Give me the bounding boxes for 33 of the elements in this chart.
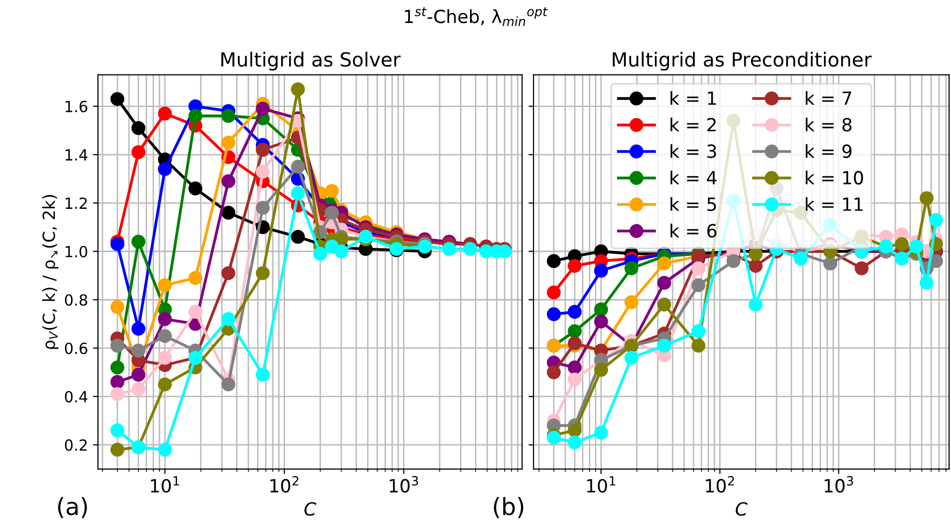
text: 1$^{st}$-Cheb, λ$_{min}$$^{opt}$	[404, 7, 548, 26]
chart-title: Multigrid as Solver	[221, 52, 401, 71]
y-tick-label: 0.8	[64, 294, 88, 306]
x-tick-label: 10$^{3}$	[390, 476, 418, 493]
legend-label: k = 1	[670, 91, 716, 105]
legend-label: k = 5	[670, 197, 716, 212]
legend-label: k = 4	[670, 170, 716, 184]
x-axis-title: C	[736, 502, 748, 516]
x-tick-label: 10$^{2}$	[706, 476, 734, 493]
y-tick-label: 1.2	[66, 197, 87, 209]
x-axis-title: C	[304, 502, 316, 516]
legend-label: k = 3	[670, 144, 716, 158]
x-tick-label: 10$^{3}$	[824, 476, 853, 493]
x-tick-label: 10$^{2}$	[270, 476, 298, 493]
legend-label: k = 2	[670, 118, 716, 132]
text: (a)	[58, 497, 87, 518]
legend-label: k = 7	[806, 91, 852, 105]
legend-label: k = 10	[806, 170, 864, 185]
x-tick-label: 10$^{1}$	[151, 476, 180, 493]
x-tick-label: 10$^{1}$	[587, 476, 616, 493]
y-tick-label: 1.0	[66, 246, 88, 258]
y-tick-label: 0.6	[64, 342, 88, 354]
y-tick-label: 1.6	[66, 100, 88, 112]
legend-label: k = 6	[670, 224, 716, 238]
text: (b)	[494, 497, 524, 518]
chart-title: Multigrid as Preconditioner	[612, 52, 872, 71]
y-axis-title: ρ$_{V}$(C, k) / ρ$_{↘}$(C, 2k)	[42, 195, 58, 349]
legend-label: k = 9	[806, 144, 852, 158]
y-tick-label: 1.4	[66, 149, 88, 160]
legend-label: k = 11	[806, 197, 863, 211]
y-tick-label: 0.4	[64, 390, 88, 402]
legend-label: k = 8	[806, 118, 852, 132]
y-tick-label: 0.2	[64, 439, 87, 451]
